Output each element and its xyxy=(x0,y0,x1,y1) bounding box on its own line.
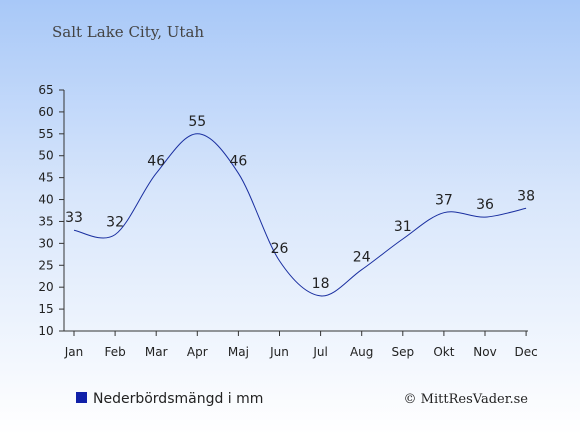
data-label: 46 xyxy=(147,153,165,169)
legend-marker xyxy=(76,392,87,403)
series-line xyxy=(73,133,527,297)
x-tick-label: Aug xyxy=(350,345,373,359)
y-tick-label: 65 xyxy=(38,83,53,97)
y-tick-label: 15 xyxy=(38,302,53,316)
data-label: 36 xyxy=(476,197,494,213)
x-tick-label: Okt xyxy=(433,345,454,359)
y-tick-label: 35 xyxy=(38,214,53,228)
y-tick-label: 40 xyxy=(38,193,53,207)
x-tick-label: Dec xyxy=(514,345,537,359)
y-tick-label: 20 xyxy=(38,280,53,294)
data-label: 33 xyxy=(65,210,83,226)
data-labels: 33 32 46 55 46 26 18 24 31 37 36 38 xyxy=(65,114,535,292)
y-tick-label: 10 xyxy=(38,324,53,338)
data-label: 32 xyxy=(106,215,124,231)
copyright-text: © MittResVader.se xyxy=(404,392,529,407)
y-tick-label: 50 xyxy=(38,149,53,163)
data-label: 18 xyxy=(312,276,330,292)
y-ticks: 10 15 20 25 30 35 40 45 50 55 60 65 xyxy=(38,83,64,338)
data-label: 55 xyxy=(188,114,206,130)
y-tick-label: 60 xyxy=(38,105,53,119)
data-label: 46 xyxy=(229,153,247,169)
x-tick-label: Mar xyxy=(145,345,168,359)
data-label: 26 xyxy=(271,241,289,257)
y-tick-label: 30 xyxy=(38,236,53,250)
x-ticks: Jan Feb Mar Apr Maj Jun Jul Aug Sep Okt Nov Dec xyxy=(64,331,538,359)
x-tick-label: Sep xyxy=(391,345,414,359)
y-tick-label: 25 xyxy=(38,258,53,272)
y-tick-label: 55 xyxy=(38,127,53,141)
chart-title: Salt Lake City, Utah xyxy=(52,23,204,41)
y-tick-label: 45 xyxy=(38,171,53,185)
x-tick-label: Maj xyxy=(228,345,249,359)
data-label: 31 xyxy=(394,219,412,235)
x-tick-label: Apr xyxy=(187,345,208,359)
x-tick-label: Jun xyxy=(269,345,289,359)
data-label: 37 xyxy=(435,193,453,209)
legend: Nederbördsmängd i mm xyxy=(76,391,263,407)
x-tick-label: Feb xyxy=(104,345,125,359)
x-tick-label: Nov xyxy=(473,345,496,359)
data-label: 24 xyxy=(353,250,371,266)
data-label: 38 xyxy=(517,188,535,204)
x-tick-label: Jul xyxy=(312,345,327,359)
legend-label: Nederbördsmängd i mm xyxy=(93,391,263,407)
x-tick-label: Jan xyxy=(64,345,84,359)
